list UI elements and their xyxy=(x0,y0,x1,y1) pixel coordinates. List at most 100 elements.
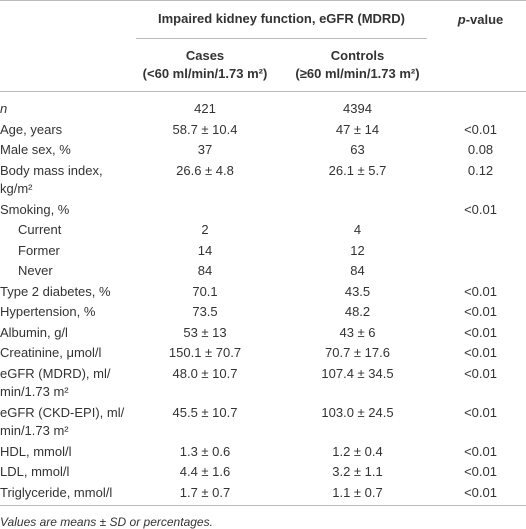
controls-value: 103.0 ± 24.5 xyxy=(321,404,394,420)
row-label: Never xyxy=(18,263,53,278)
cases-value: 45.5 ± 10.7 xyxy=(172,404,238,420)
p-value: <0.01 xyxy=(464,121,497,137)
p-value xyxy=(435,241,526,262)
cases-value: 150.1 ± 70.7 xyxy=(168,345,242,360)
row-label: Current xyxy=(18,222,62,237)
cases-value: 4.4 ± 1.6 xyxy=(179,464,231,479)
p-value: 0.12 xyxy=(467,162,494,178)
cases-value: 58.7 ± 10.4 xyxy=(172,121,238,137)
controls-value: 43 ± 6 xyxy=(339,324,376,340)
footnote: Values are means ± SD or percentages. xyxy=(0,515,213,529)
table-row: n 421 4394 xyxy=(0,92,526,120)
table-row: Creatinine, μmol/l 150.1 ± 70.7 70.7 ± 17.… xyxy=(0,343,526,364)
cases-value: 70.1 xyxy=(192,283,218,299)
cases-header: Cases (<60 ml/min/1.73 m²) xyxy=(130,39,280,92)
cases-value: 37 xyxy=(197,142,213,157)
controls-value: 3.2 ± 1.1 xyxy=(332,464,383,479)
pvalue-italic: p xyxy=(457,11,466,27)
row-label: Smoking, % xyxy=(0,201,70,217)
table-row: Albumin, g/l 53 ± 13 43 ± 6 <0.01 xyxy=(0,323,526,344)
p-value: 0.08 xyxy=(467,142,494,157)
row-label: Albumin, g/l xyxy=(0,324,68,340)
row-label: eGFR (MDRD), ml/ min/1.73 m² xyxy=(0,365,111,400)
table-row: Smoking, % <0.01 xyxy=(0,200,526,221)
p-value xyxy=(435,220,526,241)
group-header: Impaired kidney function, eGFR (MDRD) xyxy=(130,1,435,40)
row-label: Triglyceride, mmol/l xyxy=(0,482,130,506)
p-value: <0.01 xyxy=(464,365,497,381)
cases-value: 53 ± 13 xyxy=(183,324,227,340)
data-table: Impaired kidney function, eGFR (MDRD) p-… xyxy=(0,0,526,506)
table-body: n 421 4394 Age, years 58.7 ± 10.4 47 ± 14 <0.0… xyxy=(0,92,526,506)
cases-value: 73.5 xyxy=(192,304,218,319)
pvalue-rest: -value xyxy=(465,11,504,27)
controls-value: 84 xyxy=(350,263,365,278)
cases-value: 48.0 ± 10.7 xyxy=(172,365,238,381)
table-row: Hypertension, % 73.5 48.2 <0.01 xyxy=(0,302,526,323)
row-label: Male sex, % xyxy=(0,142,71,157)
row-label: Age, years xyxy=(0,121,63,137)
row-label: Creatinine, μmol/l xyxy=(0,345,102,360)
controls-value: 1.2 ± 0.4 xyxy=(332,443,383,459)
controls-value: 4394 xyxy=(343,101,372,116)
p-value: <0.01 xyxy=(464,304,497,319)
table-row: Former 14 12 xyxy=(0,241,526,262)
p-value: <0.01 xyxy=(464,404,497,420)
row-label: Former xyxy=(18,242,60,258)
cases-value: 1.7 ± 0.7 xyxy=(130,482,280,506)
p-value: <0.01 xyxy=(464,201,497,217)
cases-value xyxy=(130,200,280,221)
cases-sub: (<60 ml/min/1.73 m²) xyxy=(142,66,268,81)
controls-sub: (≥60 ml/min/1.73 m²) xyxy=(295,66,420,81)
table-row: eGFR (MDRD), ml/ min/1.73 m² 48.0 ± 10.7 1… xyxy=(0,364,526,403)
cases-value: 84 xyxy=(197,263,213,278)
controls-value: 107.4 ± 34.5 xyxy=(321,365,394,381)
p-value xyxy=(435,261,526,282)
pvalue-header: p-value xyxy=(435,1,526,40)
table-row: Body mass index, kg/m² 26.6 ± 4.8 26.1 ± 5… xyxy=(0,161,526,200)
controls-value xyxy=(280,200,435,221)
p-value: <0.01 xyxy=(464,443,497,459)
controls-value: 1.1 ± 0.7 xyxy=(280,482,436,506)
controls-value: 26.1 ± 5.7 xyxy=(328,162,387,178)
cases-title: Cases xyxy=(185,47,225,63)
p-value: <0.01 xyxy=(464,464,497,479)
table-row: Type 2 diabetes, % 70.1 43.5 <0.01 xyxy=(0,282,526,303)
cases-value: 26.6 ± 4.8 xyxy=(176,162,234,178)
cases-value: 421 xyxy=(194,101,216,116)
row-label: LDL, mmol/l xyxy=(0,464,70,479)
controls-value: 48.2 xyxy=(344,304,371,319)
row-label: Type 2 diabetes, % xyxy=(0,283,111,299)
p-value: <0.01 xyxy=(464,324,497,340)
controls-value: 12 xyxy=(350,242,365,258)
row-label: HDL, mmol/l xyxy=(0,443,72,459)
cases-value: 14 xyxy=(197,242,213,258)
p-value: <0.01 xyxy=(464,345,497,360)
table-row: LDL, mmol/l 4.4 ± 1.6 3.2 ± 1.1 <0.01 xyxy=(0,462,526,483)
row-label: eGFR (CKD-EPI), ml/ min/1.73 m² xyxy=(0,404,125,439)
cases-value: 1.3 ± 0.6 xyxy=(179,443,231,459)
corner xyxy=(0,1,130,40)
controls-value: 63 xyxy=(350,142,365,157)
controls-value: 43.5 xyxy=(344,283,371,299)
p-value xyxy=(435,92,526,120)
table-row: Triglyceride, mmol/l 1.7 ± 0.7 1.1 ± 0.7 <0… xyxy=(0,482,526,506)
controls-header: Controls (≥60 ml/min/1.73 m²) xyxy=(280,39,436,92)
group-title: Impaired kidney function, eGFR (MDRD) xyxy=(136,1,428,39)
table-row: Never 84 84 xyxy=(0,261,526,282)
table-row: Current 2 4 xyxy=(0,220,526,241)
table-row: HDL, mmol/l 1.3 ± 0.6 1.2 ± 0.4 <0.01 xyxy=(0,442,526,463)
corner xyxy=(0,39,130,92)
controls-value: 47 ± 14 xyxy=(335,121,380,137)
controls-title: Controls xyxy=(330,47,385,63)
controls-value: 4 xyxy=(353,222,362,237)
pvalue-blank xyxy=(435,39,526,92)
table-row: Age, years 58.7 ± 10.4 47 ± 14 <0.01 xyxy=(0,120,526,141)
row-label: Hypertension, % xyxy=(0,304,96,319)
controls-value: 70.7 ± 17.6 xyxy=(325,345,390,360)
p-value: <0.01 xyxy=(435,482,526,506)
table-row: Male sex, % 37 63 0.08 xyxy=(0,140,526,161)
row-label: Body mass index, kg/m² xyxy=(0,162,103,197)
table-row: eGFR (CKD-EPI), ml/ min/1.73 m² 45.5 ± 10… xyxy=(0,403,526,442)
